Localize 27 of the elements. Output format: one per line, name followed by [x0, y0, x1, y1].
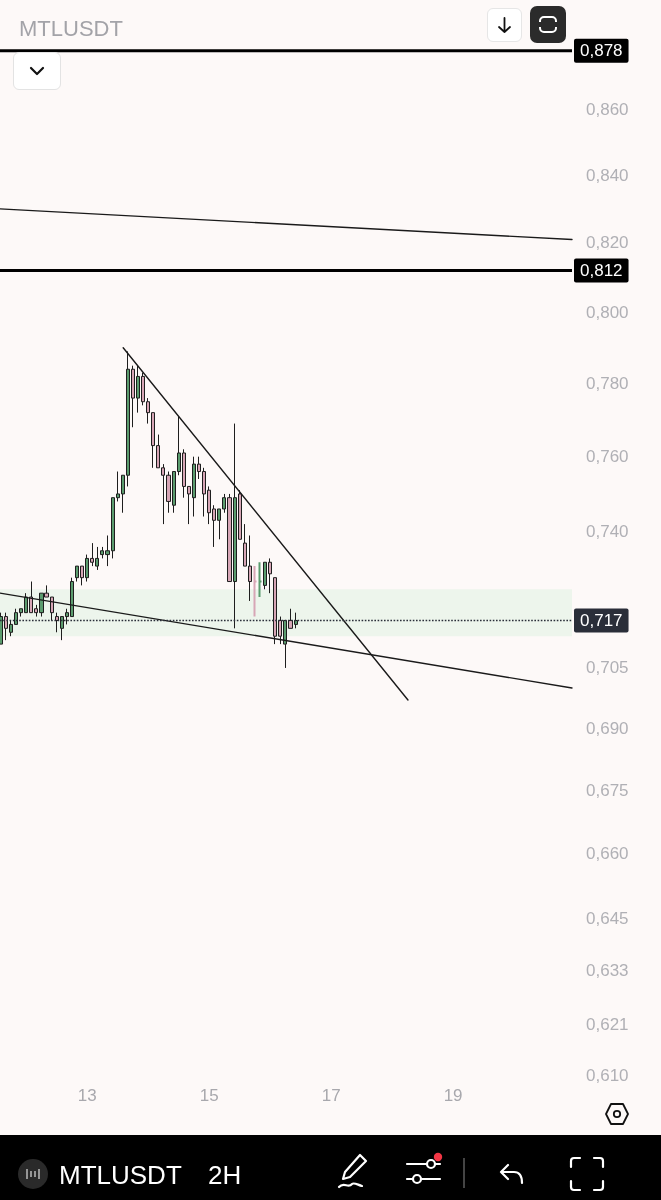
y-tick-label: 0,860: [586, 99, 629, 119]
y-tick-label: 0,621: [586, 1015, 629, 1035]
ref-line-label: 0,717: [580, 610, 623, 630]
y-tick-label: 0,840: [586, 165, 629, 185]
candlestick: [252, 565, 258, 618]
y-tick-label: 0,660: [586, 843, 629, 863]
y-tick-label: 0,760: [586, 447, 629, 467]
y-tick-label: 0,633: [586, 961, 629, 981]
x-tick-label: 19: [443, 1086, 463, 1105]
y-tick-label: 0,645: [586, 908, 629, 928]
ref-line-label: 0,878: [580, 41, 623, 61]
y-tick-label: 0,780: [586, 374, 629, 394]
y-tick-label: 0,800: [586, 302, 629, 322]
y-tick-label: 0,610: [586, 1065, 629, 1085]
text: 2H: [208, 1160, 242, 1190]
y-tick-label: 0,705: [586, 658, 629, 678]
x-tick-label: 17: [321, 1086, 341, 1105]
y-tick-label: 0,675: [586, 780, 629, 800]
x-tick-label: 15: [199, 1086, 219, 1105]
y-tick-label: 0,690: [586, 718, 629, 738]
candlestick: [257, 561, 263, 599]
ref-line-label: 0,812: [580, 261, 623, 281]
y-tick-label: 0,740: [586, 522, 629, 542]
text: MTLUSDT: [59, 1160, 182, 1190]
x-tick-label: 13: [77, 1086, 97, 1105]
text: MTLUSDT: [19, 15, 123, 41]
y-tick-label: 0,820: [586, 233, 629, 253]
